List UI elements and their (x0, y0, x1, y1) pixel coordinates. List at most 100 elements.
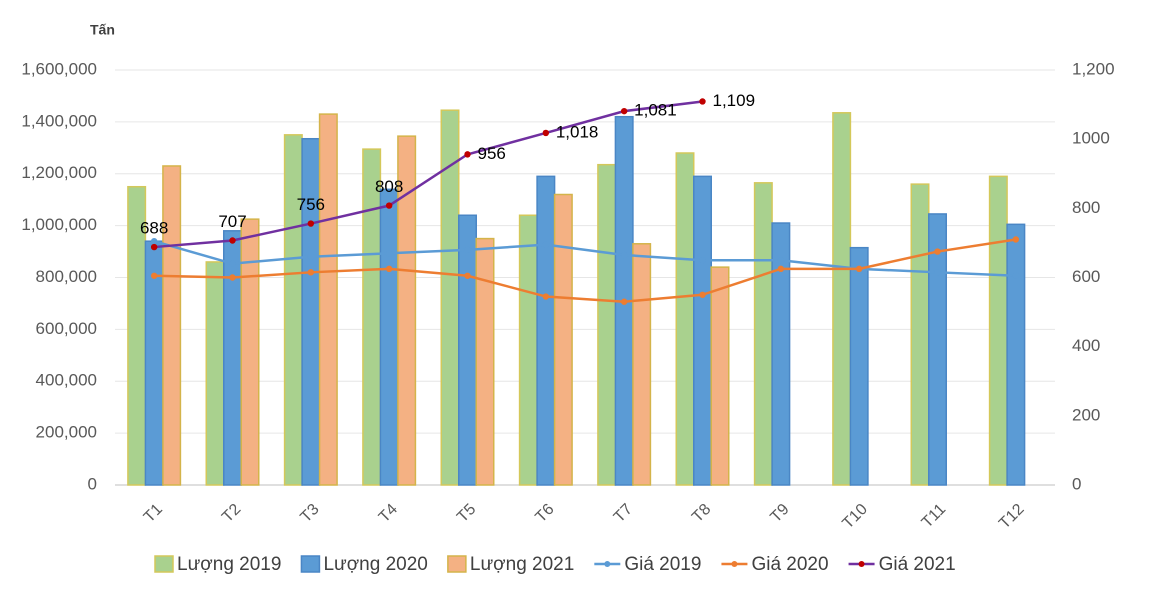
x-tick-label: T10 (839, 501, 871, 533)
y-tick-label: 1,200,000 (21, 163, 97, 182)
marker (307, 269, 315, 276)
legend-label: Lượng 2021 (470, 554, 574, 575)
bar (536, 175, 556, 486)
y-tick-label: 800,000 (36, 267, 97, 286)
data-label: 707 (218, 212, 246, 231)
data-label: 956 (478, 144, 506, 163)
bar (397, 135, 417, 486)
legend-swatch (154, 555, 174, 573)
marker (699, 291, 706, 298)
y-axis-label: Tấn (90, 22, 115, 38)
legend-label: Lượng 2019 (177, 554, 281, 575)
marker (542, 129, 550, 137)
x-tick-label: T8 (689, 501, 714, 526)
marker (542, 293, 550, 300)
x-tick-label: T7 (611, 501, 636, 526)
bar (162, 165, 182, 486)
marker (620, 251, 628, 259)
legend-swatch (731, 561, 738, 567)
marker (1012, 272, 1020, 279)
marker (777, 265, 785, 273)
bar (283, 134, 303, 486)
marker (855, 265, 863, 273)
legend-label: Giá 2019 (624, 554, 701, 575)
marker (464, 246, 471, 254)
data-label: 688 (140, 219, 168, 238)
x-tick-label: T6 (532, 501, 557, 526)
marker (1012, 236, 1020, 243)
marker (385, 250, 393, 257)
x-tick-label: T9 (767, 501, 792, 526)
marker (150, 237, 158, 245)
data-label: 1,081 (634, 101, 677, 120)
legend-swatch (604, 561, 611, 567)
bar (475, 237, 495, 486)
y2-tick-label: 400 (1072, 336, 1100, 355)
x-tick-label: T3 (297, 501, 322, 526)
bar (301, 137, 321, 486)
data-label: 1,018 (556, 122, 599, 141)
bar (205, 261, 225, 486)
bar (318, 113, 338, 486)
y2-tick-label: 0 (1072, 474, 1081, 493)
marker (934, 269, 941, 276)
y2-tick-label: 600 (1072, 267, 1100, 286)
bar (240, 218, 260, 486)
legend-swatch (300, 555, 321, 573)
marker (620, 107, 628, 115)
marker (229, 274, 236, 281)
bar (518, 214, 538, 486)
bar (771, 222, 791, 486)
bar (553, 193, 573, 486)
marker (699, 257, 706, 264)
x-tick-label: T5 (454, 501, 479, 526)
bar (693, 175, 712, 486)
data-label: 1,109 (713, 91, 756, 110)
bar (928, 213, 947, 486)
x-tick-label: T2 (219, 501, 244, 526)
bar (458, 214, 477, 486)
marker (150, 243, 158, 251)
bar (675, 152, 695, 486)
data-label: 756 (297, 195, 325, 214)
bar (849, 246, 869, 486)
bar (710, 266, 730, 486)
legend-label: Giá 2021 (879, 554, 956, 575)
bar (362, 148, 382, 486)
legend-swatch (858, 561, 865, 567)
x-tick-label: T4 (376, 501, 401, 526)
y-tick-label: 400,000 (36, 371, 97, 390)
marker (229, 260, 236, 267)
y2-tick-label: 1,200 (1072, 59, 1115, 78)
marker (385, 202, 393, 209)
marker (699, 98, 706, 105)
bar (832, 112, 852, 486)
bar (379, 188, 399, 486)
line (154, 238, 1017, 303)
x-tick-label: T12 (996, 501, 1028, 533)
marker (150, 272, 158, 279)
line (153, 239, 1016, 278)
marker (620, 298, 628, 305)
marker (464, 151, 471, 158)
marker (464, 272, 471, 279)
marker (307, 220, 315, 227)
marker (934, 248, 941, 255)
marker (307, 253, 315, 260)
y2-tick-label: 200 (1072, 405, 1100, 424)
legend-label: Giá 2020 (751, 554, 828, 575)
y2-tick-label: 1000 (1072, 129, 1110, 148)
legend-label: Lượng 2020 (323, 554, 427, 575)
legend-swatch (447, 555, 467, 573)
x-tick-label: T1 (141, 501, 166, 526)
bar (597, 163, 617, 486)
marker (229, 237, 236, 244)
marker (385, 265, 393, 273)
y2-tick-label: 800 (1072, 198, 1100, 217)
data-label: 808 (375, 177, 403, 196)
y-tick-label: 1,600,000 (21, 59, 97, 78)
y-tick-label: 0 (88, 474, 97, 493)
bar (753, 182, 773, 486)
bar (988, 175, 1008, 486)
